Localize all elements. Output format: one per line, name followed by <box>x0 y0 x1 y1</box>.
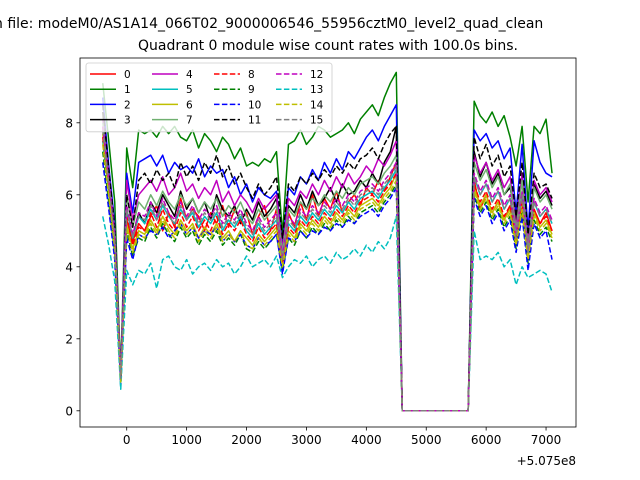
x-tick-label: 2000 <box>231 433 262 447</box>
y-tick-label: 6 <box>65 188 73 202</box>
legend-box <box>85 62 333 133</box>
x-tick-label: 5000 <box>411 433 442 447</box>
legend-label-2: 2 <box>124 99 131 111</box>
y-tick-label: 4 <box>65 260 73 274</box>
legend-label-11: 11 <box>248 115 261 127</box>
legend-label-0: 0 <box>124 69 131 81</box>
series-line-4 <box>102 119 553 412</box>
legend-label-7: 7 <box>186 115 193 127</box>
series-line-2 <box>102 97 553 412</box>
chart-title: Quadrant 0 module wise count rates with … <box>138 38 518 54</box>
x-tick-label: 3000 <box>291 433 322 447</box>
axes-frame <box>79 57 577 428</box>
y-tick-label: 8 <box>65 116 73 130</box>
x-tick-label: 7000 <box>531 433 562 447</box>
series-line-5 <box>102 140 553 412</box>
series-line-11 <box>102 104 553 412</box>
series-line-8 <box>102 137 553 412</box>
series-line-12 <box>102 126 553 412</box>
y-tick-label: 2 <box>65 332 73 346</box>
plot-area <box>102 71 553 412</box>
x-offset-label: +5.075e8 <box>517 454 576 468</box>
x-tick-label: 4000 <box>351 433 382 447</box>
x-tick-label: 1000 <box>171 433 202 447</box>
series-line-13 <box>102 215 553 412</box>
legend-label-8: 8 <box>248 69 255 81</box>
series-line-15 <box>102 129 553 412</box>
series-lines <box>102 71 553 412</box>
series-line-10 <box>102 162 553 412</box>
legend-label-9: 9 <box>248 84 255 96</box>
legend-label-15: 15 <box>310 115 323 127</box>
legend-label-1: 1 <box>124 84 131 96</box>
legend-label-4: 4 <box>186 69 193 81</box>
x-tick-label: 0 <box>123 433 131 447</box>
legend-label-5: 5 <box>186 84 193 96</box>
legend-label-14: 14 <box>310 99 324 111</box>
legend-label-10: 10 <box>248 99 261 111</box>
y-tick-label: 0 <box>65 404 73 418</box>
legend-label-3: 3 <box>124 115 131 127</box>
legend-label-6: 6 <box>186 99 193 111</box>
series-line-14 <box>102 144 553 412</box>
x-tick-label: 6000 <box>471 433 502 447</box>
series-line-9 <box>102 151 553 412</box>
legend-label-12: 12 <box>310 69 323 81</box>
figure-suptitle: n file: modeM0/AS1A14_066T02_9000006546_… <box>0 16 543 32</box>
legend-label-13: 13 <box>310 84 323 96</box>
axes: 0 1000 2000 3000 4000 5000 6000 7000 0 2 4 6 8 <box>65 57 577 447</box>
series-line-7 <box>102 122 553 412</box>
